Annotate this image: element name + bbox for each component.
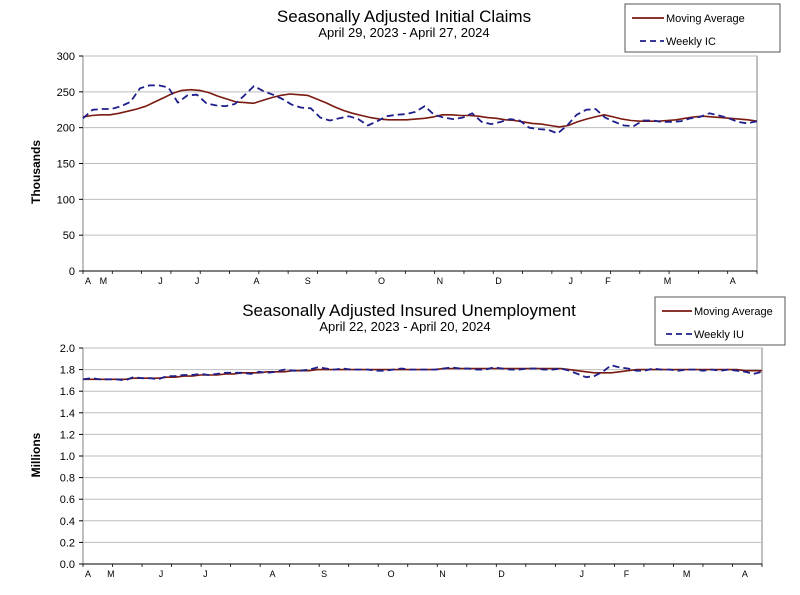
insured-unemployment-chart: Seasonally Adjusted Insured Unemployment… <box>29 296 786 579</box>
legend-label-weekly: Weekly IU <box>694 329 744 341</box>
gridlines <box>79 55 758 274</box>
x-tick-label: A <box>742 569 748 579</box>
x-tick-label: S <box>305 276 311 286</box>
x-tick-label: A <box>254 276 260 286</box>
series-lines <box>82 364 763 382</box>
y-tick-label: 250 <box>57 87 75 99</box>
y-tick-label: 200 <box>57 123 75 135</box>
y-tick-label: 0.2 <box>60 537 75 549</box>
x-tick-label: J <box>579 569 584 579</box>
gridlines <box>79 347 763 567</box>
x-tick-label: D <box>498 569 505 579</box>
x-tick-label: J <box>569 276 574 286</box>
series-line-weekly <box>82 364 763 382</box>
y-tick-label: 300 <box>57 51 75 63</box>
series-line-weekly <box>82 84 758 135</box>
x-tick-label: A <box>270 569 276 579</box>
legend-label-weekly: Weekly IC <box>666 36 716 48</box>
chart-subtitle: April 22, 2023 - April 20, 2024 <box>319 319 490 334</box>
x-tick-label: F <box>624 569 630 579</box>
x-tick-label: N <box>437 276 444 286</box>
x-tick-label: J <box>195 276 200 286</box>
y-axis-label: Millions <box>29 432 43 477</box>
y-tick-label: 50 <box>63 230 75 242</box>
y-tick-label: 150 <box>57 159 75 171</box>
y-tick-labels: 0.0 0.2 0.4 0.6 0.8 1.0 1.2 1.4 1.6 1.8 2.0 <box>60 343 75 571</box>
chart-title: Seasonally Adjusted Insured Unemployment <box>242 301 576 320</box>
y-tick-label: 0.6 <box>60 494 75 506</box>
y-tick-labels: 0 50 100 150 200 250 300 <box>57 51 75 278</box>
x-tick-label: J <box>159 569 164 579</box>
x-tick-label: A <box>85 276 91 286</box>
x-tick-label: A <box>85 569 91 579</box>
chart-legend: Moving Average Weekly IU <box>654 296 786 346</box>
x-tick-label: J <box>158 276 163 286</box>
y-axis-label: Thousands <box>29 140 43 204</box>
x-tick-label: O <box>388 569 395 579</box>
y-tick-label: 0 <box>69 266 75 278</box>
chart-legend: Moving Average Weekly IC <box>624 3 781 53</box>
x-tick-label: M <box>683 569 691 579</box>
x-tick-label: M <box>107 569 115 579</box>
x-tick-label: N <box>439 569 446 579</box>
x-tick-label: M <box>664 276 672 286</box>
x-tick-label: A <box>730 276 736 286</box>
y-tick-label: 2.0 <box>60 343 75 355</box>
y-tick-label: 1.8 <box>60 365 75 377</box>
x-tick-label: S <box>321 569 327 579</box>
y-tick-label: 1.6 <box>60 386 75 398</box>
legend-label-moving-average: Moving Average <box>694 306 773 318</box>
y-tick-label: 0.0 <box>60 559 75 571</box>
y-tick-label: 1.0 <box>60 451 75 463</box>
x-tick-label: F <box>605 276 611 286</box>
legend-box <box>624 3 781 53</box>
x-tick-label: O <box>378 276 385 286</box>
y-tick-label: 0.4 <box>60 516 75 528</box>
chart-subtitle: April 29, 2023 - April 27, 2024 <box>318 25 489 40</box>
series-lines <box>82 84 758 135</box>
y-tick-label: 1.4 <box>60 408 75 420</box>
initial-claims-chart: Seasonally Adjusted Initial Claims April… <box>29 3 781 286</box>
y-tick-label: 1.2 <box>60 429 75 441</box>
x-tick-label: D <box>495 276 502 286</box>
x-tick-label: M <box>100 276 108 286</box>
y-tick-label: 0.8 <box>60 473 75 485</box>
y-tick-label: 100 <box>57 194 75 206</box>
legend-box <box>654 296 786 346</box>
chart-title: Seasonally Adjusted Initial Claims <box>277 7 531 26</box>
legend-label-moving-average: Moving Average <box>666 13 745 25</box>
x-tick-label: J <box>203 569 208 579</box>
